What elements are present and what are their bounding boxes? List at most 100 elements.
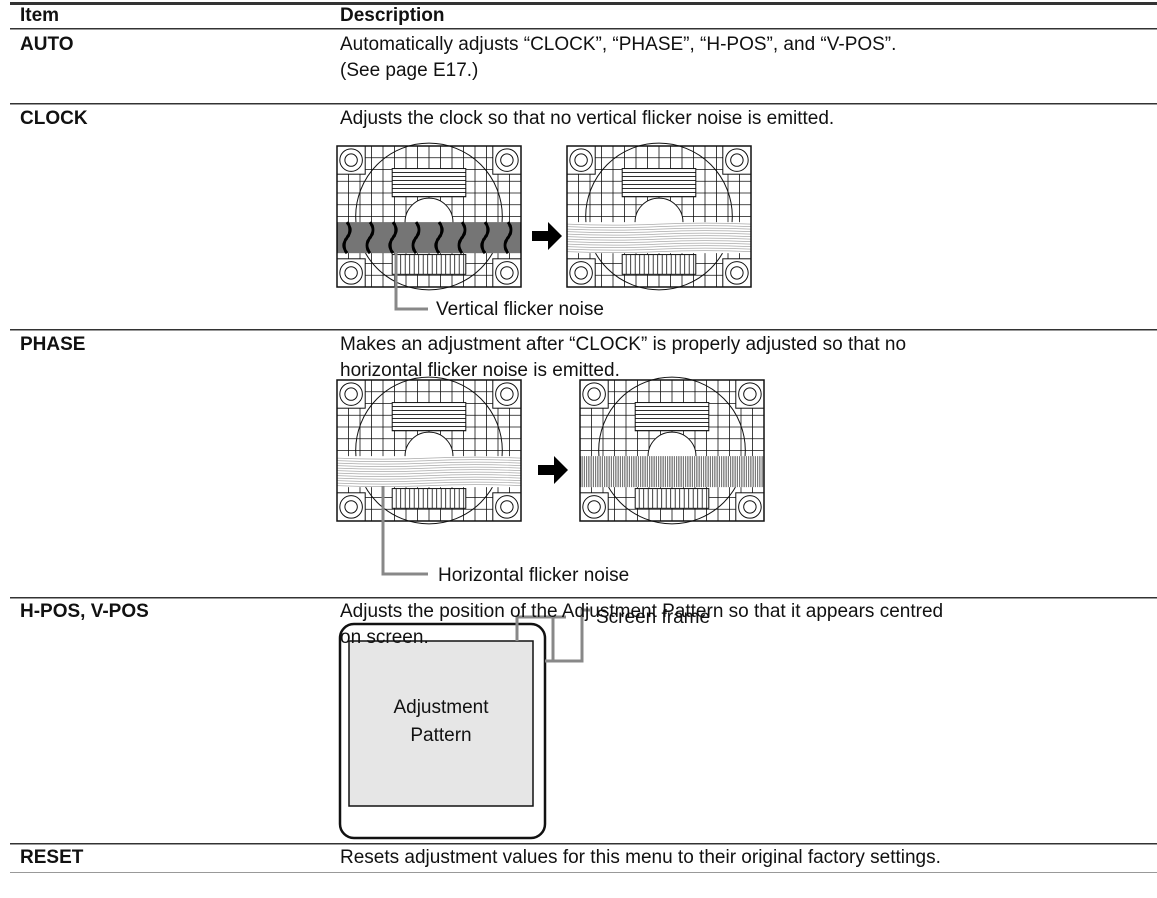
corner-circle [339, 382, 363, 406]
noise [336, 476, 522, 480]
noise [336, 469, 522, 472]
corner-dot [730, 153, 744, 167]
corner-dot [743, 387, 757, 401]
description: horizontal flicker noise is emitted. [340, 360, 620, 381]
pattern-border [336, 145, 522, 288]
top-rule [10, 2, 1157, 5]
noise [566, 247, 752, 251]
header-rule [10, 28, 1157, 30]
noise-band [337, 222, 521, 254]
row-rule [10, 103, 1157, 105]
corner-dot [587, 500, 601, 514]
item: PHASE [20, 334, 86, 355]
corner-circle [339, 495, 363, 519]
noise [336, 484, 522, 487]
corner-dot [500, 387, 514, 401]
corner-dot [500, 153, 514, 167]
big-circle [598, 376, 746, 525]
corner-circle [725, 148, 749, 172]
noise [566, 230, 752, 233]
bottom-bars [621, 254, 697, 275]
noise-wave [457, 221, 467, 255]
big-circle [355, 376, 503, 525]
corner-circle [738, 495, 762, 519]
noise [336, 466, 522, 470]
noise [566, 237, 752, 241]
corner-dot [344, 153, 358, 167]
bottom-bars [391, 254, 467, 275]
noise [336, 464, 522, 467]
pattern-border [336, 379, 522, 522]
corner-dot [344, 500, 358, 514]
noise [566, 232, 752, 236]
bottom-rule [10, 872, 1157, 873]
noise-wave [434, 221, 444, 255]
figure-label: Vertical flicker noise [436, 299, 604, 320]
noise [336, 479, 522, 482]
bracket [515, 615, 566, 641]
figure-label: Screen frame [596, 607, 711, 628]
noise [566, 222, 752, 226]
noise [566, 245, 752, 248]
big-circle [355, 142, 503, 291]
corner-circle [495, 148, 519, 172]
description: Adjusts the clock so that no vertical fl… [340, 108, 835, 129]
description: Adjusts the position of the Adjustment P… [340, 601, 944, 622]
noise [566, 235, 752, 238]
item: H-POS, V-POS [20, 601, 149, 622]
item: AUTO [20, 34, 74, 55]
description: Makes an adjustment after “CLOCK” is pro… [340, 334, 907, 355]
corner-circle [582, 495, 606, 519]
header-cell: Item [20, 5, 60, 26]
big-circle [585, 142, 733, 291]
corner-circle [569, 261, 593, 285]
corner-dot [574, 266, 588, 280]
noise-wave [365, 221, 375, 255]
noise-wave [388, 221, 398, 255]
corner-dot [344, 266, 358, 280]
noise-wave [342, 221, 352, 255]
corner-dot [500, 266, 514, 280]
stripes [391, 402, 467, 432]
corner-circle [725, 261, 749, 285]
corner-circle [738, 382, 762, 406]
noise-band [580, 456, 764, 488]
item: CLOCK [20, 108, 88, 129]
test-pattern [579, 376, 765, 525]
corner-dot [730, 266, 744, 280]
noise [336, 459, 522, 462]
row-rule [10, 329, 1157, 331]
noise [566, 250, 752, 253]
adjustment-pattern [348, 640, 534, 807]
test-pattern [336, 142, 522, 291]
corner-circle [339, 261, 363, 285]
item: RESET [20, 847, 84, 868]
corner-dot [500, 500, 514, 514]
corner-dot [574, 153, 588, 167]
noise [336, 481, 522, 485]
test-pattern [566, 142, 752, 291]
description: on screen. [340, 627, 429, 648]
corner-circle [569, 148, 593, 172]
description: Automatically adjusts “CLOCK”, “PHASE”, … [340, 34, 897, 55]
leader [394, 252, 428, 311]
description: Resets adjustment values for this menu t… [340, 847, 941, 868]
noise [566, 242, 752, 246]
arrow [538, 456, 568, 484]
noise [336, 474, 522, 477]
corner-circle [495, 495, 519, 519]
row-rule [10, 843, 1157, 845]
header-cell: Description [340, 5, 445, 26]
bottom-bars [634, 488, 710, 509]
figure-label: Adjustment Pattern [393, 697, 489, 746]
noise [336, 461, 522, 465]
bottom-bars [391, 488, 467, 509]
arrow [532, 222, 562, 250]
corner-dot [743, 500, 757, 514]
noise [566, 227, 752, 231]
noise [336, 471, 522, 475]
corner-circle [339, 148, 363, 172]
corner-circle [582, 382, 606, 406]
